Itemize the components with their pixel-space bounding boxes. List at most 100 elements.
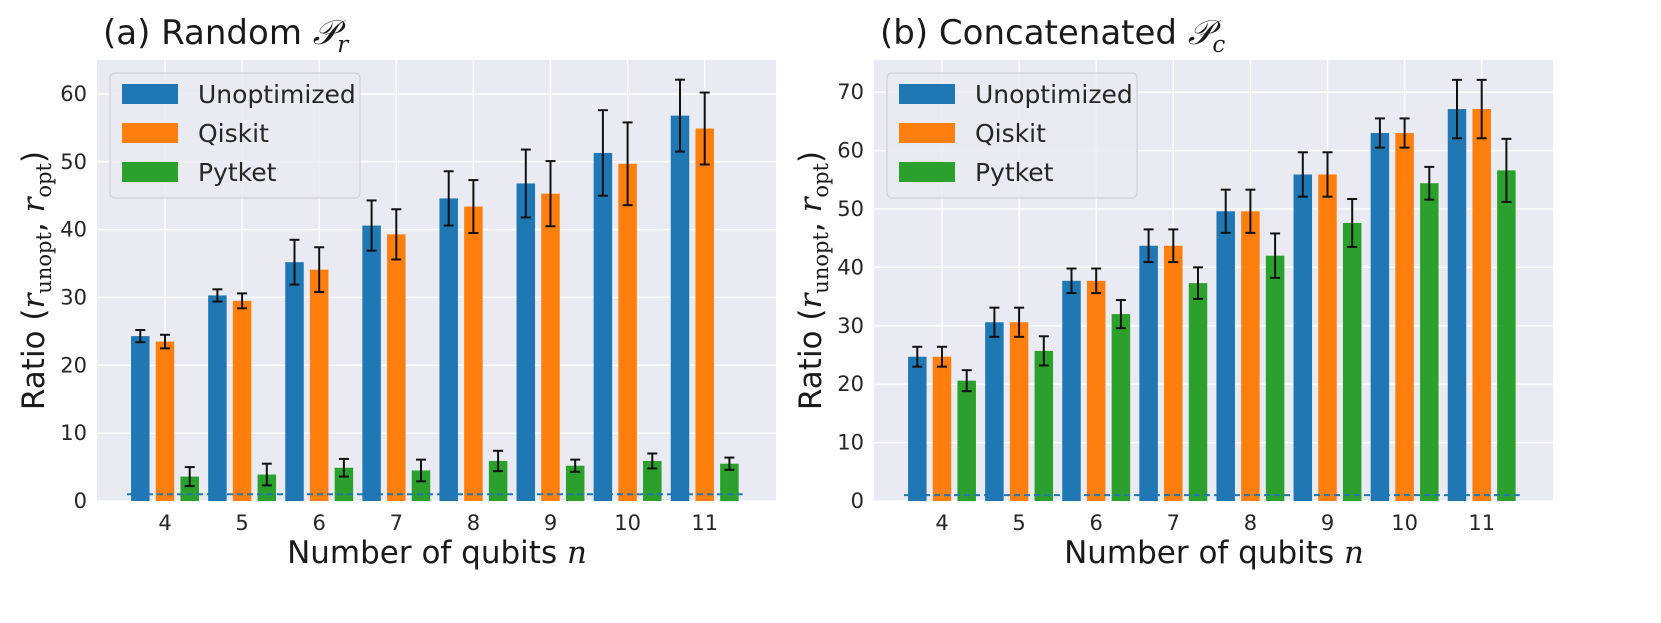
error-bar-qiskit	[699, 91, 710, 166]
error-bar-qiskit	[1476, 78, 1487, 140]
legend-label-qiskit: Qiskit	[198, 119, 269, 148]
error-bar-qiskit	[391, 208, 402, 261]
error-bar-qiskit	[622, 121, 633, 207]
chart-title-subscript: r	[337, 32, 350, 58]
y-axis-label-close: )	[16, 151, 52, 163]
error-bar-pytket	[338, 457, 349, 478]
error-bar-unoptimized	[989, 306, 1000, 338]
x-tick-label: 11	[691, 511, 718, 535]
y-axis-label-separator: ,	[16, 212, 52, 232]
series-unoptimized	[908, 109, 1467, 501]
bar-unoptimized	[285, 262, 304, 501]
y-tick-label: 10	[60, 421, 87, 445]
x-tick-label: 6	[1090, 511, 1103, 535]
bar-qiskit	[618, 163, 637, 501]
error-bar-qiskit	[160, 333, 170, 350]
error-bar-qiskit	[1091, 267, 1102, 295]
error-bar-unoptimized	[1066, 267, 1077, 295]
x-tick-label: 4	[158, 511, 171, 535]
y-tick-label: 20	[837, 372, 864, 396]
bar-unoptimized	[208, 295, 227, 501]
y-tick-label: 60	[837, 139, 864, 163]
y-tick-label: 60	[60, 82, 87, 106]
x-tick-label: 6	[313, 511, 326, 535]
series-pytket	[957, 170, 1516, 502]
chart-title-prefix: (b) Concatenated	[880, 13, 1188, 53]
y-tick-label: 0	[851, 489, 864, 513]
x-tick-label: 8	[467, 511, 480, 535]
legend-swatch-pytket	[122, 162, 178, 182]
error-bar-unoptimized	[366, 199, 377, 252]
y-axis-label-var2: r	[16, 195, 52, 212]
y-axis-label-text: Ratio (	[16, 309, 52, 411]
x-tick-label: 4	[935, 511, 948, 535]
error-bar-qiskit	[468, 179, 479, 235]
x-axis-label-text: Number of qubits	[287, 535, 567, 571]
error-bar-pytket	[1193, 266, 1203, 300]
bar-pytket	[565, 465, 585, 501]
x-tick-label: 9	[544, 511, 557, 535]
bar-unoptimized	[1139, 245, 1158, 501]
legend-swatch-qiskit	[899, 123, 955, 143]
error-bar-qiskit	[1168, 228, 1179, 264]
y-axis-label-var2: r	[793, 195, 829, 212]
legend-label-pytket: Pytket	[975, 158, 1054, 187]
x-tick-label: 8	[1244, 511, 1257, 535]
bar-pytket	[1265, 255, 1285, 501]
x-axis-label-variable: n	[567, 535, 587, 571]
bar-pytket	[1420, 183, 1439, 502]
error-bar-unoptimized	[289, 238, 300, 286]
error-bar-qiskit	[1322, 151, 1333, 198]
y-tick-label: 40	[837, 255, 864, 279]
bar-pytket	[1188, 283, 1208, 501]
y-tick-label: 10	[837, 431, 864, 455]
bar-pytket	[180, 476, 199, 501]
x-axis-label: Number of qubits n	[1064, 535, 1364, 571]
error-bar-pytket	[493, 449, 504, 473]
bar-unoptimized	[1062, 280, 1081, 501]
error-bar-pytket	[1115, 299, 1126, 330]
bar-unoptimized	[362, 225, 381, 501]
y-axis-label-sub1: unopt	[32, 232, 56, 294]
error-bar-pytket	[1270, 232, 1281, 279]
bar-qiskit	[1241, 211, 1260, 501]
error-bar-unoptimized	[1143, 228, 1154, 264]
y-axis-label-close: )	[793, 151, 829, 163]
bar-qiskit	[1472, 109, 1491, 501]
error-bar-unoptimized	[912, 345, 923, 368]
chart-title: (b) Concatenated 𝒫c	[880, 13, 1225, 58]
error-bar-unoptimized	[675, 78, 685, 153]
x-axis-label-variable: n	[1344, 535, 1364, 571]
error-bar-pytket	[1424, 165, 1435, 201]
bar-unoptimized	[593, 152, 613, 502]
chart-title: (a) Random 𝒫r	[103, 13, 350, 58]
error-bar-unoptimized	[1297, 151, 1308, 198]
error-bar-unoptimized	[520, 148, 531, 219]
legend-label-unoptimized: Unoptimized	[198, 80, 356, 109]
error-bar-unoptimized	[597, 109, 608, 197]
bar-unoptimized	[1216, 211, 1235, 501]
x-tick-label: 5	[235, 511, 248, 535]
error-bar-qiskit	[314, 246, 325, 294]
x-axis-label-text: Number of qubits	[1064, 535, 1344, 571]
bar-qiskit	[309, 269, 329, 501]
error-bar-pytket	[1038, 335, 1049, 367]
legend-label-qiskit: Qiskit	[975, 119, 1046, 148]
y-tick-label: 20	[60, 353, 87, 377]
error-bar-unoptimized	[212, 288, 223, 303]
y-axis-label-sub1: unopt	[809, 232, 833, 294]
error-bar-qiskit	[237, 292, 248, 310]
bar-pytket	[957, 380, 976, 501]
bar-pytket	[720, 463, 739, 501]
bar-qiskit	[387, 234, 406, 501]
y-tick-label: 30	[60, 285, 87, 309]
x-tick-label: 7	[390, 511, 403, 535]
bar-unoptimized	[516, 183, 536, 502]
bar-qiskit	[1086, 280, 1106, 501]
y-tick-label: 40	[60, 218, 87, 242]
x-tick-label: 9	[1321, 511, 1334, 535]
bar-qiskit	[464, 206, 483, 501]
error-bar-pytket	[1501, 137, 1512, 203]
bar-qiskit	[695, 128, 714, 502]
